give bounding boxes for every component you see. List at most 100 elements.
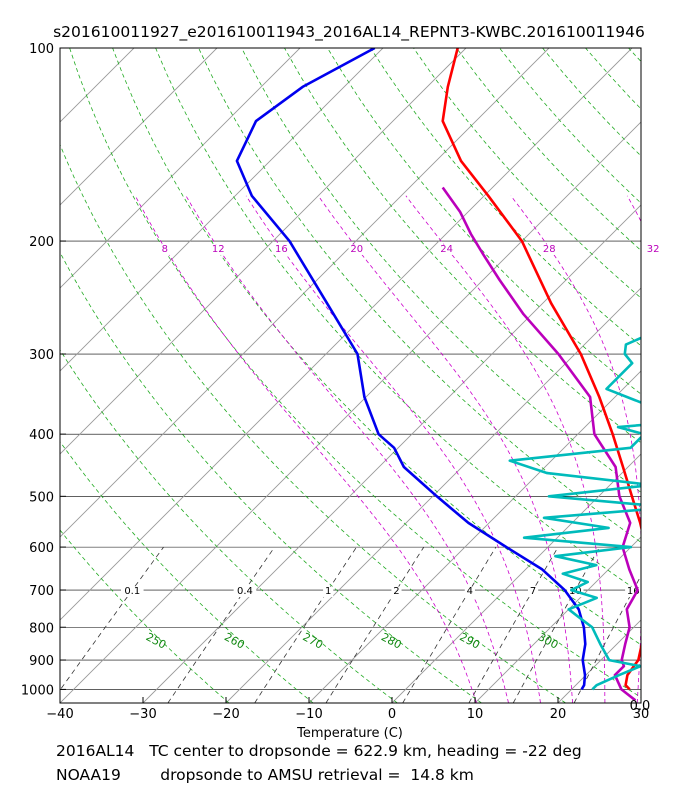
isotherm-10 xyxy=(474,536,641,703)
x-tick-label: −10 xyxy=(295,707,322,722)
y-tick-label: 400 xyxy=(29,428,54,443)
mixing-ratio-0.4 xyxy=(167,546,275,703)
y-tick-label: 800 xyxy=(29,621,54,636)
isotherm--90 xyxy=(60,48,301,289)
moist-adiabat-label-bg xyxy=(159,244,170,255)
x-tick-label: 0 xyxy=(388,707,396,722)
isotherm--110 xyxy=(60,48,135,123)
x-axis-label: Temperature (C) xyxy=(296,726,403,740)
axes: −40 −30 −20 −10 0 10 20 30 100 200 300 400 500 600 700… xyxy=(21,42,649,722)
dry-adiabat-400 xyxy=(499,48,641,204)
dry-adiabat-label: 270 xyxy=(301,630,326,651)
x-tick-label: −20 xyxy=(212,707,239,722)
moist-adiabat-24 xyxy=(405,195,606,703)
dry-adiabat-290 xyxy=(60,143,566,703)
y-tick-label: 1000 xyxy=(21,683,54,698)
chart-title: s201610011927_e201610011943_2016AL14_REP… xyxy=(53,23,645,42)
caption-distance: 2016AL14 TC center to dropsonde = 622.9 … xyxy=(56,742,582,760)
dry-adiabat-label: 280 xyxy=(379,630,404,651)
moist-adiabat-16 xyxy=(245,195,541,703)
dry-adiabat-340 xyxy=(241,48,641,493)
mixing-ratio-label: 1 xyxy=(325,586,331,597)
dry-adiabat-label: 290 xyxy=(457,630,482,651)
dry-adiabat-360 xyxy=(327,48,641,395)
mixing-ratio-label-bg xyxy=(464,586,475,598)
y-tick-label: 900 xyxy=(29,654,54,669)
isotherm--20 xyxy=(225,287,641,703)
isotherm--10 xyxy=(308,370,641,703)
dry-adiabat-250 xyxy=(60,529,230,703)
moist-adiabat-12 xyxy=(185,195,509,703)
background-grid xyxy=(0,48,700,703)
x-tick-label: 30 xyxy=(633,707,650,722)
moist-adiabat-label: 32 xyxy=(647,244,660,255)
moist-adiabat-label-bg xyxy=(273,244,290,255)
dry-adiabat-430 xyxy=(628,48,641,63)
dry-adiabat-380 xyxy=(413,48,641,299)
dry-adiabat-label: 250 xyxy=(144,630,169,651)
mixing-ratio-2 xyxy=(325,546,425,703)
mixing-ratio-label: 7 xyxy=(530,586,536,597)
y-tick-label: 700 xyxy=(29,584,54,599)
moist-adiabat-label: 28 xyxy=(543,244,556,255)
y-tick-label: 300 xyxy=(29,348,54,363)
moist-adiabat-label-bg xyxy=(438,244,455,255)
mixing-ratio-10 xyxy=(512,546,600,703)
moist-adiabat-28 xyxy=(510,195,641,703)
dry-adiabat-420 xyxy=(585,48,641,110)
isotherm--120 xyxy=(0,48,51,703)
y-tick-label: 600 xyxy=(29,541,54,556)
dry-adiabat-280 xyxy=(60,251,482,703)
moist-adiabat-label: 24 xyxy=(440,244,453,255)
skewt-chart: s201610011927_e201610011943_2016AL14_REP… xyxy=(0,23,700,740)
profile-dewpoint xyxy=(235,48,587,691)
dry-adiabat-270 xyxy=(60,349,398,703)
moist-adiabat-label: 16 xyxy=(275,244,288,255)
mixing-ratio-label-bg xyxy=(527,586,539,598)
moist-adiabat-20 xyxy=(317,195,573,703)
corner-label: 0.0 xyxy=(630,699,651,714)
moist-adiabat-label: 12 xyxy=(212,244,225,255)
isotherm--80 xyxy=(60,48,384,372)
mixing-ratio-label: 0.4 xyxy=(237,586,253,597)
mixing-ratio-label: 2 xyxy=(393,586,399,597)
mixing-ratio-label-bg xyxy=(625,586,642,598)
moist-adiabat-label-bg xyxy=(644,244,662,255)
mixing-ratio-4 xyxy=(402,546,497,703)
plot-frame xyxy=(59,47,642,704)
x-tick-label: 20 xyxy=(550,707,567,722)
dry-adiabat-260 xyxy=(60,441,314,703)
mixing-ratio-label: 4 xyxy=(467,586,473,597)
moist-adiabat-label: 20 xyxy=(350,244,363,255)
moist-adiabat-label-bg xyxy=(210,244,227,255)
dry-adiabat-310 xyxy=(112,48,641,646)
y-tick-label: 200 xyxy=(29,235,54,250)
dry-adiabat-label: 300 xyxy=(536,630,561,651)
dry-adiabat-440 xyxy=(672,48,700,703)
moist-adiabat-label: 8 xyxy=(162,244,168,255)
caption-retrieval: NOAA19 dropsonde to AMSU retrieval = 14.… xyxy=(56,766,474,784)
moist-adiabat-32 xyxy=(626,195,641,223)
dry-adiabat-370 xyxy=(370,48,641,347)
mixing-ratio-label-bg xyxy=(391,586,402,598)
moist-adiabat-label-bg xyxy=(541,244,558,255)
isotherm-30 xyxy=(640,702,641,703)
moist-adiabat-8 xyxy=(134,195,477,703)
mixing-ratio-16 xyxy=(573,574,641,703)
isotherm--50 xyxy=(60,48,633,621)
moist-adiabat-label-bg xyxy=(348,244,365,255)
profile-amsu-retrieval-dewpoint xyxy=(508,336,641,691)
mixing-ratio-label: 16 xyxy=(627,586,640,597)
y-tick-label: 100 xyxy=(29,42,54,57)
x-tick-label: 10 xyxy=(467,707,484,722)
mixing-ratio-label-bg xyxy=(120,586,144,598)
mixing-ratio-label-bg xyxy=(323,586,334,598)
isotherm--40 xyxy=(60,121,641,703)
x-tick-label: −40 xyxy=(46,707,73,722)
mixing-ratio-label: 0.1 xyxy=(124,586,140,597)
dry-adiabat-330 xyxy=(198,48,641,543)
mixing-ratio-1 xyxy=(254,546,357,703)
isotherm--60 xyxy=(60,48,550,538)
dry-adiabat-label: 260 xyxy=(222,630,247,651)
y-tick-label: 500 xyxy=(29,490,54,505)
